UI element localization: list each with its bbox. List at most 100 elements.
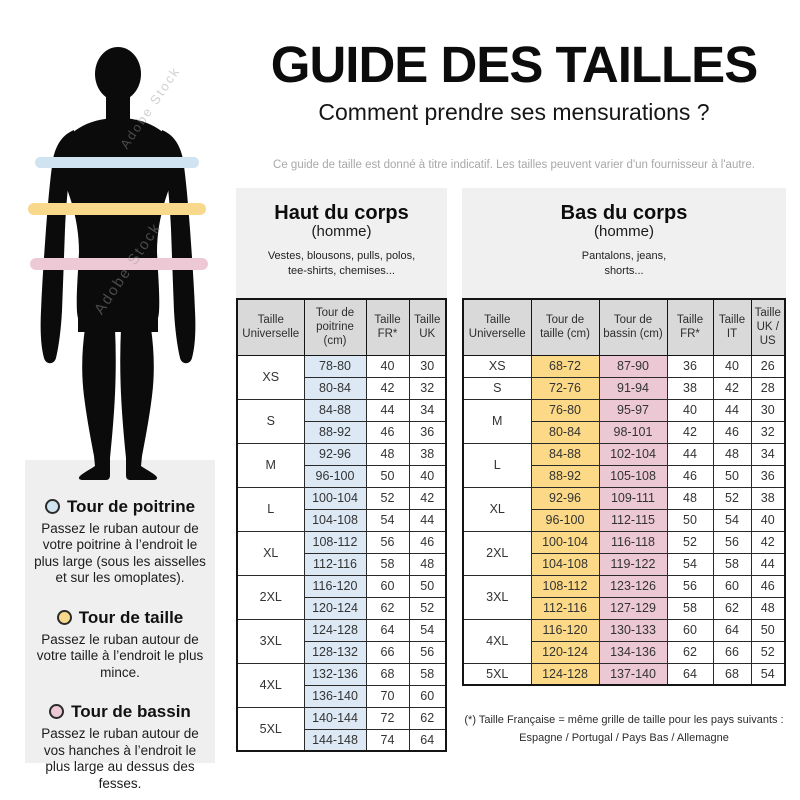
measurement-cell: 50	[408, 574, 447, 598]
measurement-cell: 48	[750, 596, 786, 620]
measurement-cell: 62	[666, 640, 714, 664]
measurement-cell: 48	[408, 552, 447, 576]
measurement-cell: 64	[666, 662, 714, 686]
table-row: 4XL 116-120 130-133 60 64 50	[462, 618, 786, 664]
measurement-cell: 128-132	[303, 640, 367, 664]
measurement-cell: 60	[666, 618, 714, 642]
size-cell: XS	[462, 354, 532, 378]
size-cell: 3XL	[236, 618, 305, 664]
measurement-cell: 54	[365, 508, 410, 532]
measurement-cell: 46	[408, 530, 447, 554]
size-cell: 4XL	[236, 662, 305, 708]
measurement-cell: 62	[408, 706, 447, 730]
size-cell: 5XL	[462, 662, 532, 686]
measurement-cell: 91-94	[598, 376, 668, 400]
measurement-cell: 80-84	[530, 420, 600, 444]
measurement-cell: 56	[712, 530, 752, 554]
measurement-cell: 44	[408, 508, 447, 532]
size-cell: S	[462, 376, 532, 400]
table-header-row: Taille Universelle Tour de taille (cm) Tou…	[462, 298, 786, 356]
legend-item-text: Passez le ruban autour de vos hanches à …	[41, 726, 199, 791]
size-cell: M	[236, 442, 305, 488]
measurement-cell: 112-115	[598, 508, 668, 532]
table-row: 104-108 54 44	[237, 508, 447, 532]
measurement-cell: 46	[750, 574, 786, 598]
measurement-cell: 52	[750, 640, 786, 664]
size-cell: S	[236, 398, 305, 444]
measurement-cell: 58	[408, 662, 447, 686]
measurement-cell: 42	[666, 420, 714, 444]
measurement-cell: 116-118	[598, 530, 668, 554]
table-row: 2XL 116-120 60 50	[236, 574, 447, 620]
measurement-cell: 40	[712, 354, 752, 378]
measurement-cell: 137-140	[598, 662, 668, 686]
measurement-cell: 50	[712, 464, 752, 488]
table-row: 2XL 100-104 116-118 52 56 42	[462, 530, 786, 576]
measurement-cell: 109-111	[598, 486, 668, 510]
measurement-cell: 88-92	[303, 420, 367, 444]
measurement-cell: 44	[365, 398, 410, 422]
measurement-cell: 48	[712, 442, 752, 466]
size-table-header-cell: Taille FR*	[365, 298, 410, 356]
measurement-cell: 40	[666, 398, 714, 422]
measurement-cell: 36	[666, 354, 714, 378]
measurement-cell: 60	[365, 574, 410, 598]
size-cell: 2XL	[236, 574, 305, 620]
measurement-cell: 87-90	[598, 354, 668, 378]
measurement-cell: 42	[712, 376, 752, 400]
table-row: XS 78-80 40 30	[236, 354, 447, 400]
measurement-cell: 52	[408, 596, 447, 620]
section-subtitle: (homme)	[311, 223, 372, 240]
table-row: XS 68-72 87-90 36 40 26	[462, 354, 786, 378]
upper-body-section-header: Haut du corps (homme) Vestes, blousons, …	[236, 188, 447, 298]
measurement-cell: 124-128	[530, 662, 600, 686]
measurement-cell: 32	[408, 376, 447, 400]
measurement-cell: 50	[666, 508, 714, 532]
measurement-cell: 60	[408, 684, 447, 708]
measurement-cell: 92-96	[303, 442, 367, 466]
size-table-header-cell: Tour de taille (cm)	[530, 298, 600, 356]
table-row: 112-116 127-129 58 62 48	[463, 596, 786, 620]
measurement-cell: 84-88	[303, 398, 367, 422]
measurement-cell: 88-92	[530, 464, 600, 488]
section-subtitle: (homme)	[593, 223, 654, 240]
measurement-cell: 30	[408, 354, 447, 378]
measurement-cell: 120-124	[530, 640, 600, 664]
measurement-cell: 28	[750, 376, 786, 400]
measurement-cell: 58	[365, 552, 410, 576]
man-silhouette-icon	[40, 47, 196, 480]
measurement-cell: 116-120	[530, 618, 600, 642]
measurement-cell: 50	[365, 464, 410, 488]
measurement-cell: 62	[365, 596, 410, 620]
measurement-cell: 108-112	[530, 574, 600, 598]
measurement-cell: 56	[365, 530, 410, 554]
page-title: GUIDE DES TAILLES	[270, 36, 758, 93]
table-header-row: Taille Universelle Tour de poitrine (cm) T…	[236, 298, 447, 356]
measurement-cell: 38	[750, 486, 786, 510]
waist-measure-band	[28, 203, 206, 215]
body-silhouette-figure: Adobe Stock Adobe Stock	[10, 10, 230, 480]
legend-color-dot-icon	[49, 704, 65, 720]
size-cell: XL	[236, 530, 305, 576]
measurement-cell: 56	[408, 640, 447, 664]
legend-item-text: Passez le ruban autour de votre taille à…	[36, 631, 204, 680]
measurement-cell: 52	[666, 530, 714, 554]
table-row: 5XL 140-144 72 62	[236, 706, 447, 752]
measurement-cell: 84-88	[530, 442, 600, 466]
measurement-cell: 140-144	[303, 706, 367, 730]
measurement-cell: 92-96	[530, 486, 600, 510]
measurement-cell: 48	[365, 442, 410, 466]
lower-body-size-table: Taille Universelle Tour de taille (cm) Tou…	[462, 298, 786, 686]
measurement-cell: 38	[666, 376, 714, 400]
measurement-cell: 144-148	[303, 728, 367, 752]
measurement-cell: 36	[408, 420, 447, 444]
measurement-cell: 64	[408, 728, 447, 752]
measurement-cell: 40	[365, 354, 410, 378]
table-row: 4XL 132-136 68 58	[236, 662, 447, 708]
table-row: 96-100 50 40	[237, 464, 447, 488]
measurement-cell: 72-76	[530, 376, 600, 400]
table-row: 3XL 124-128 64 54	[236, 618, 447, 664]
measurement-cell: 64	[712, 618, 752, 642]
size-cell: 4XL	[462, 618, 532, 664]
